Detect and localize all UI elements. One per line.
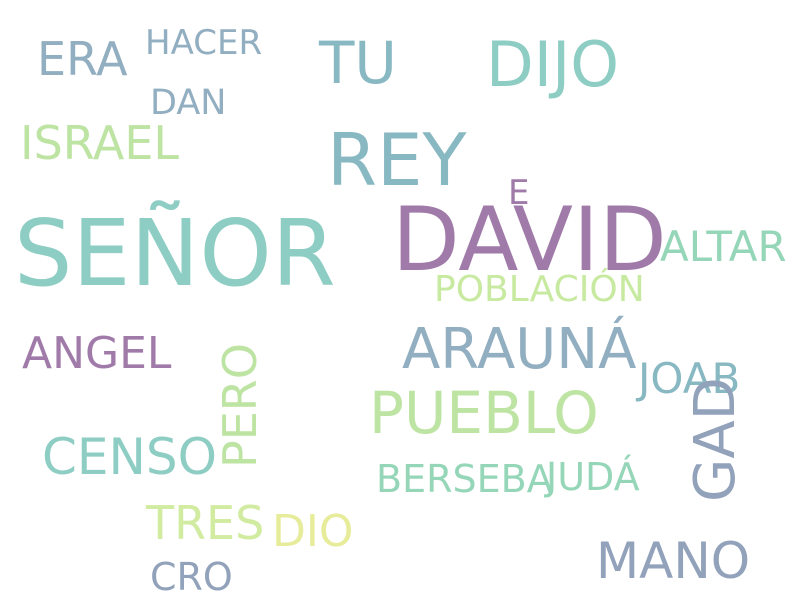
word-dan: DAN	[150, 83, 227, 123]
word-era: ERA	[37, 32, 128, 86]
word-rey: REY	[327, 118, 467, 202]
word-dijo: DIJO	[486, 28, 620, 101]
word-cro: CRO	[150, 555, 233, 599]
word-e: E	[508, 173, 530, 213]
word-mano: MANO	[596, 532, 751, 590]
word-hacer: HACER	[145, 23, 263, 63]
word-israel: ISRAEL	[20, 116, 180, 170]
word-gad: GAD	[683, 377, 748, 502]
word-david: DAVID	[392, 188, 667, 291]
word-dio: DIO	[272, 506, 354, 557]
word-pueblo: PUEBLO	[369, 379, 599, 447]
word-joab: JOAB	[638, 354, 741, 403]
word-poblacion: POBLACIÓN	[434, 269, 645, 310]
word-tu: TU	[319, 29, 397, 97]
word-pero: PERO	[213, 343, 267, 468]
word-censo: CENSO	[42, 428, 217, 486]
word-tres: TRES	[146, 496, 265, 550]
word-juda: JUDÁ	[546, 455, 640, 499]
word-angel: ANGEL	[22, 328, 172, 379]
word-arauna: ARAUNÁ	[402, 317, 637, 382]
word-altar: ALTAR	[660, 222, 787, 271]
word-berseba: BERSEBA	[376, 457, 553, 501]
word-senor: SEÑOR	[14, 200, 336, 307]
